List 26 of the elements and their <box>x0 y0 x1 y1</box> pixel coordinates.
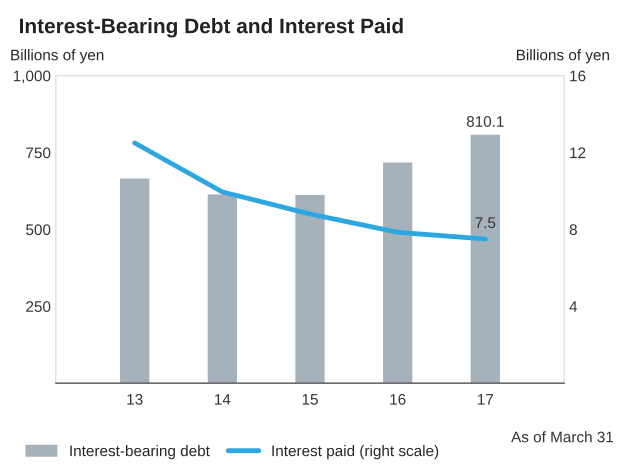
bar <box>382 161 414 384</box>
data-label: 810.1 <box>466 116 504 127</box>
x-tick-label: 17 <box>478 394 494 405</box>
y2-tick-label: 16 <box>570 70 586 82</box>
x-tick-label: 14 <box>215 394 230 405</box>
chart-title: Interest-Bearing Debt and Interest Paid <box>20 18 403 38</box>
text: As of March 31 <box>511 431 614 442</box>
bar <box>206 193 238 384</box>
y-tick-label: 250 <box>26 301 50 312</box>
data-label: 7.5 <box>475 217 496 228</box>
x-tick-label: 15 <box>302 394 318 405</box>
legend-label: Interest paid (right scale) <box>272 445 438 460</box>
x-tick-label: 13 <box>127 394 143 405</box>
y-axis-title: Billions of yen <box>11 49 104 64</box>
y2-tick-label: 4 <box>569 301 578 312</box>
y-tick-label: 1,000 <box>14 70 50 84</box>
y2-tick-label: 12 <box>570 147 586 158</box>
bar <box>469 133 502 384</box>
y2-tick-label: 8 <box>570 224 577 236</box>
y-tick-label: 500 <box>26 224 50 236</box>
y-tick-label: 750 <box>26 147 50 158</box>
legend-label: Interest-bearing debt <box>70 445 210 460</box>
bar <box>118 177 151 384</box>
y2-axis-title: Billions of yen <box>516 49 609 64</box>
bar <box>294 194 326 384</box>
x-tick-label: 16 <box>390 394 406 405</box>
